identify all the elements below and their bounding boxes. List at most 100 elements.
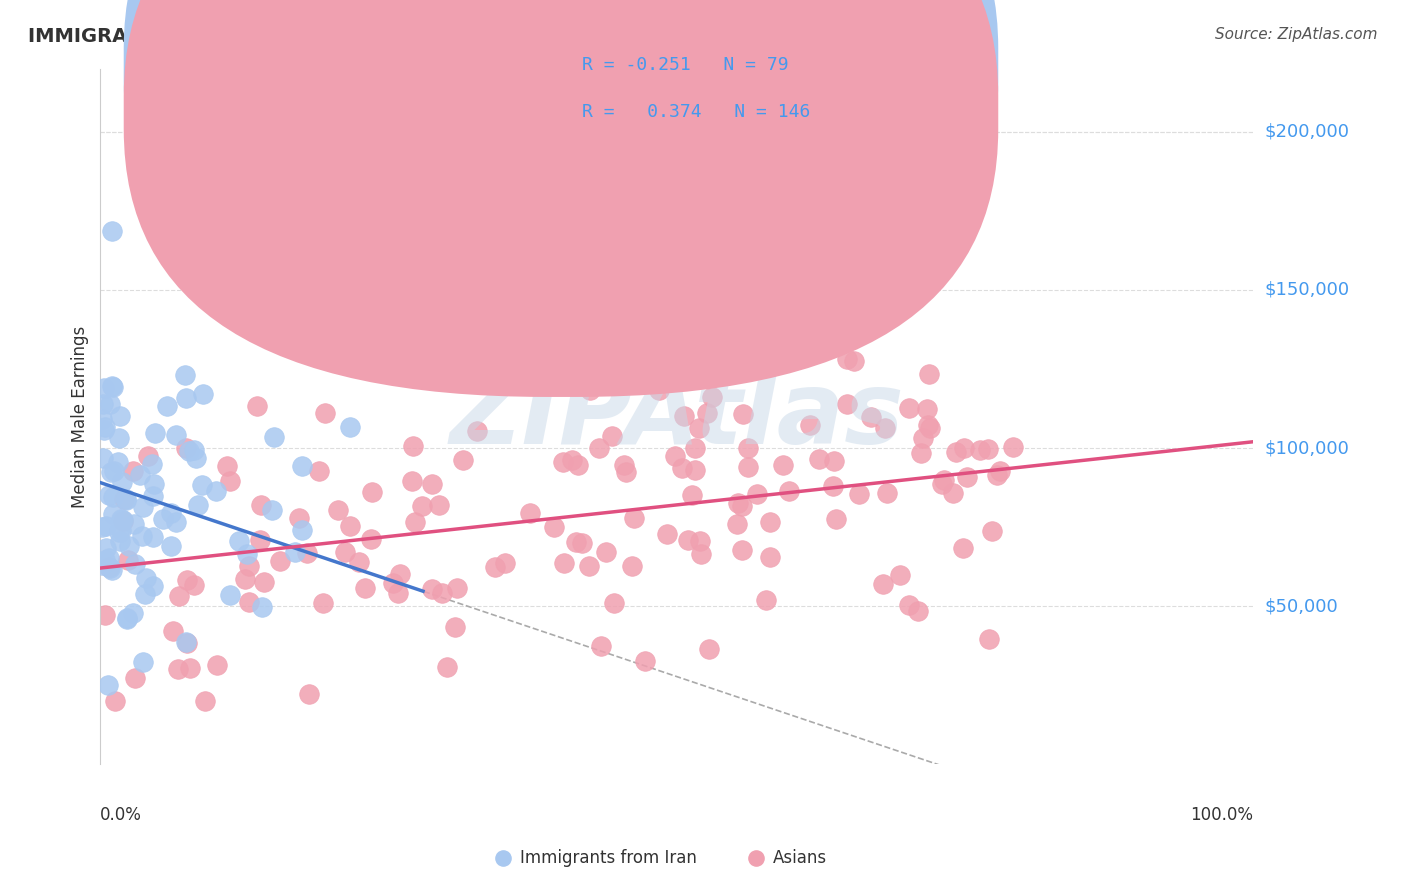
Asians <box>977 632 1000 646</box>
Immigrants from Iran <box>236 547 259 561</box>
Asians <box>634 654 657 668</box>
Text: Asians: Asians <box>773 849 827 867</box>
Immigrants from Iran <box>165 515 187 529</box>
Asians <box>167 662 190 676</box>
Immigrants from Iran <box>93 423 115 437</box>
Asians <box>167 589 190 603</box>
Asians <box>725 516 748 531</box>
Asians <box>217 458 239 473</box>
Asians <box>298 687 321 701</box>
Asians <box>986 467 1008 482</box>
Text: Immigrants from Iran: Immigrants from Iran <box>520 849 697 867</box>
Asians <box>696 405 718 419</box>
Asians <box>94 608 117 623</box>
Asians <box>942 486 965 500</box>
Asians <box>889 568 911 582</box>
Asians <box>422 476 444 491</box>
Asians <box>179 661 201 675</box>
Asians <box>360 532 382 546</box>
Asians <box>246 399 269 413</box>
Asians <box>249 533 271 548</box>
Asians <box>176 573 198 587</box>
Asians <box>174 442 197 456</box>
Asians <box>176 636 198 650</box>
Asians <box>898 599 921 613</box>
Asians <box>551 455 574 469</box>
Immigrants from Iran <box>176 635 198 649</box>
Asians <box>969 443 991 458</box>
Immigrants from Iran <box>219 588 242 602</box>
Immigrants from Iran <box>205 484 228 499</box>
Text: $200,000: $200,000 <box>1264 123 1350 141</box>
Asians <box>977 442 1000 457</box>
Asians <box>543 520 565 534</box>
Asians <box>690 547 713 561</box>
Immigrants from Iran <box>142 489 165 503</box>
Immigrants from Iran <box>291 458 314 473</box>
Asians <box>842 353 865 368</box>
Asians <box>97 560 120 574</box>
Immigrants from Iran <box>101 224 124 238</box>
Immigrants from Iran <box>174 392 197 406</box>
Immigrants from Iran <box>94 420 117 434</box>
Immigrants from Iran <box>143 425 166 440</box>
Asians <box>671 460 693 475</box>
Asians <box>808 451 831 466</box>
Immigrants from Iran <box>128 467 150 482</box>
Asians <box>579 383 602 397</box>
Asians <box>389 566 412 581</box>
Asians <box>451 452 474 467</box>
Immigrants from Iran <box>91 451 114 466</box>
Asians <box>411 499 433 513</box>
Asians <box>727 496 749 510</box>
Immigrants from Iran <box>115 611 138 625</box>
Asians <box>430 586 453 600</box>
Immigrants from Iran <box>108 431 131 445</box>
Asians <box>353 581 375 595</box>
Immigrants from Iran <box>134 587 156 601</box>
Asians <box>233 573 256 587</box>
Y-axis label: Median Male Earnings: Median Male Earnings <box>72 326 89 508</box>
Asians <box>988 464 1011 478</box>
Immigrants from Iran <box>98 561 121 575</box>
Text: R =   0.374   N = 146: R = 0.374 N = 146 <box>582 103 810 121</box>
Immigrants from Iran <box>101 490 124 504</box>
Immigrants from Iran <box>110 512 132 526</box>
Asians <box>494 556 516 570</box>
Asians <box>136 449 159 463</box>
Immigrants from Iran <box>110 524 132 538</box>
Asians <box>907 604 929 618</box>
Immigrants from Iran <box>131 529 153 543</box>
Immigrants from Iran <box>98 397 121 411</box>
Asians <box>664 449 686 463</box>
Immigrants from Iran <box>124 557 146 571</box>
Asians <box>980 524 1002 538</box>
Asians <box>578 559 600 574</box>
Asians <box>314 406 336 420</box>
Asians <box>681 488 703 502</box>
Asians <box>333 545 356 559</box>
Asians <box>772 458 794 472</box>
Immigrants from Iran <box>160 506 183 520</box>
Asians <box>347 555 370 569</box>
Asians <box>737 441 759 455</box>
Immigrants from Iran <box>101 379 124 393</box>
Immigrants from Iran <box>107 524 129 539</box>
Asians <box>427 499 450 513</box>
Immigrants from Iran <box>191 478 214 492</box>
Text: R = -0.251   N = 79: R = -0.251 N = 79 <box>582 56 789 74</box>
Asians <box>956 470 979 484</box>
Asians <box>621 559 644 574</box>
Immigrants from Iran <box>122 516 145 531</box>
Immigrants from Iran <box>143 477 166 491</box>
Point <box>492 851 515 865</box>
Asians <box>519 506 541 520</box>
Asians <box>860 409 883 424</box>
Immigrants from Iran <box>101 380 124 394</box>
Asians <box>446 581 468 595</box>
Asians <box>588 441 610 455</box>
Immigrants from Iran <box>165 428 187 442</box>
Immigrants from Iran <box>100 466 122 480</box>
Asians <box>623 510 645 524</box>
Immigrants from Iran <box>142 530 165 544</box>
